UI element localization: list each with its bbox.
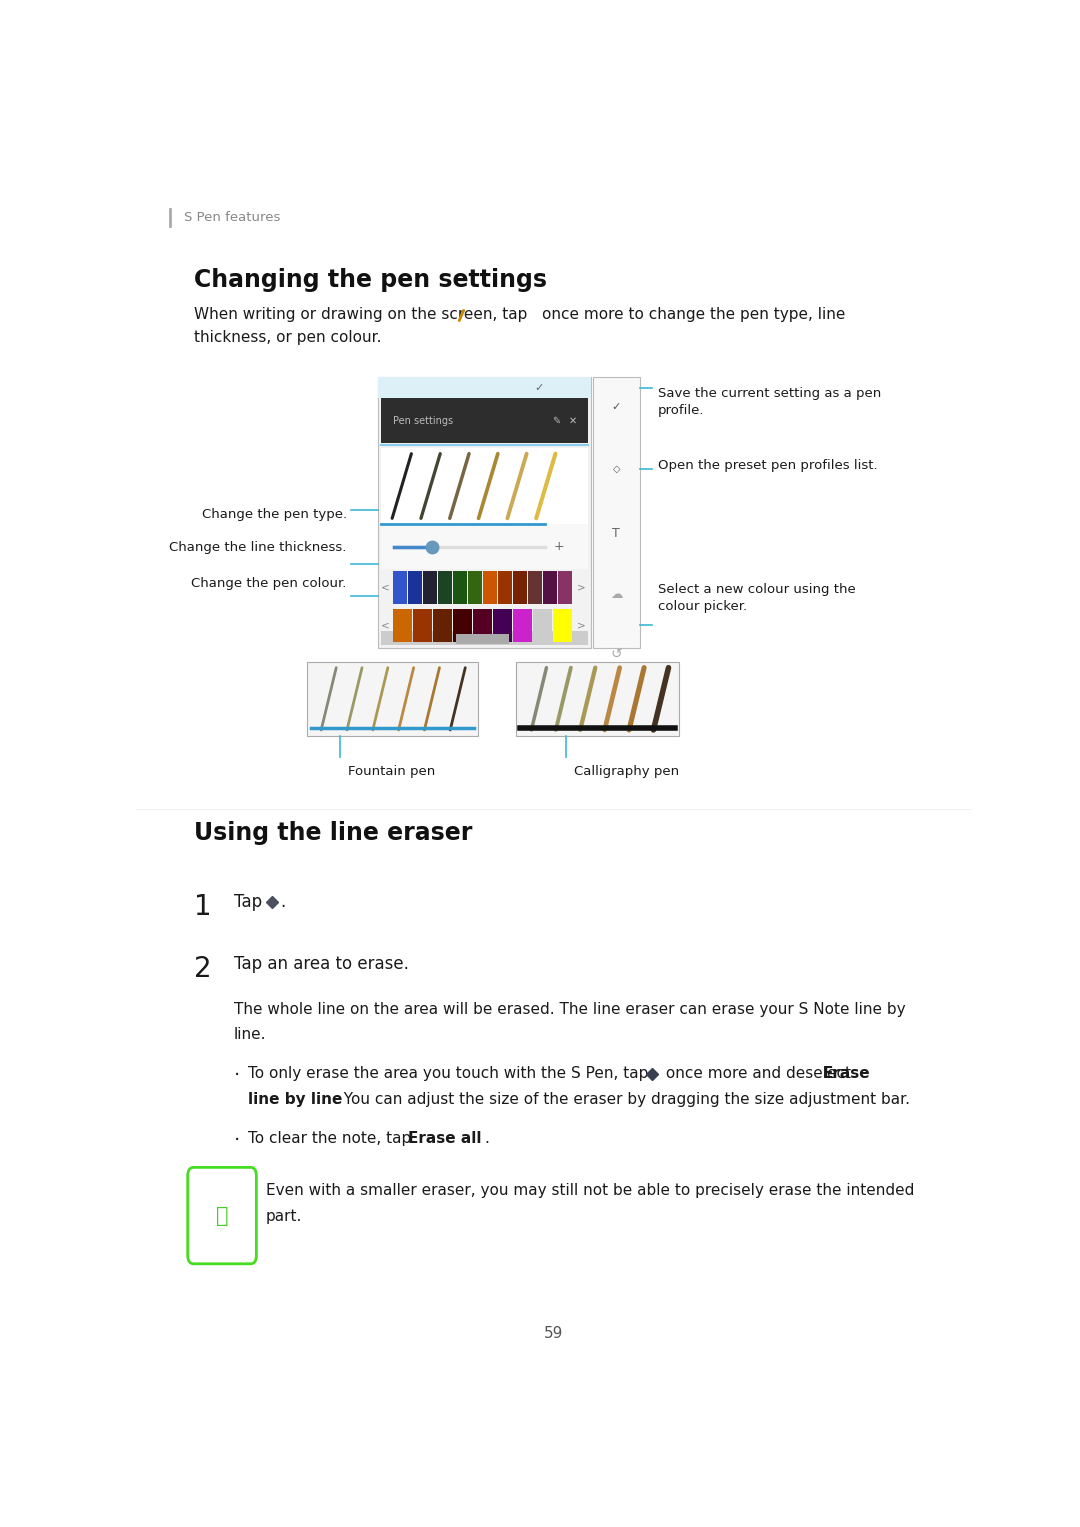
Text: Tap: Tap — [233, 893, 267, 912]
Text: line by line: line by line — [248, 1092, 342, 1107]
Bar — [453, 609, 472, 641]
Text: Fountain pen: Fountain pen — [349, 765, 435, 779]
Text: .: . — [280, 893, 285, 912]
Text: line.: line. — [233, 1028, 267, 1043]
Bar — [492, 609, 512, 641]
Text: Tap an area to erase.: Tap an area to erase. — [233, 954, 408, 973]
Bar — [422, 571, 437, 605]
Bar — [543, 571, 557, 605]
Text: Select a new colour using the
colour picker.: Select a new colour using the colour pic… — [658, 583, 855, 614]
Text: Pen settings: Pen settings — [393, 415, 453, 426]
Text: S Pen features: S Pen features — [184, 211, 280, 224]
Text: Save the current setting as a pen
profile.: Save the current setting as a pen profil… — [658, 386, 881, 417]
Bar — [381, 631, 588, 646]
Bar — [381, 399, 588, 443]
Text: Change the pen colour.: Change the pen colour. — [191, 577, 347, 589]
Text: ✕: ✕ — [569, 415, 577, 426]
Text: ◇: ◇ — [612, 464, 620, 473]
Text: ✓: ✓ — [611, 402, 621, 412]
Text: 2: 2 — [193, 954, 212, 982]
Text: ↺: ↺ — [610, 646, 622, 661]
Bar — [468, 571, 482, 605]
Bar — [513, 609, 532, 641]
Bar — [378, 377, 591, 399]
Bar — [393, 571, 407, 605]
Text: Calligraphy pen: Calligraphy pen — [575, 765, 679, 779]
Text: +: + — [554, 541, 565, 553]
Text: thickness, or pen colour.: thickness, or pen colour. — [193, 330, 381, 345]
Text: ✓: ✓ — [535, 383, 543, 392]
Text: part.: part. — [266, 1208, 302, 1223]
Text: Erase all: Erase all — [408, 1132, 482, 1145]
Text: 59: 59 — [544, 1325, 563, 1341]
Text: ·: · — [233, 1132, 240, 1150]
Text: Using the line eraser: Using the line eraser — [193, 820, 472, 844]
Bar — [532, 609, 552, 641]
Text: The whole line on the area will be erased. The line eraser can erase your S Note: The whole line on the area will be erase… — [233, 1002, 905, 1017]
Bar — [433, 609, 451, 641]
Bar — [408, 571, 422, 605]
Bar — [516, 661, 679, 736]
Text: Erase: Erase — [823, 1066, 870, 1081]
Text: When writing or drawing on the screen, tap   once more to change the pen type, l: When writing or drawing on the screen, t… — [193, 307, 845, 322]
Bar — [437, 571, 451, 605]
Text: Open the preset pen profiles list.: Open the preset pen profiles list. — [658, 460, 878, 472]
Text: >: > — [577, 583, 585, 592]
Text: once more and deselect: once more and deselect — [661, 1066, 855, 1081]
Bar — [473, 609, 491, 641]
Text: 🔔: 🔔 — [216, 1206, 228, 1226]
FancyBboxPatch shape — [188, 1167, 256, 1264]
Bar — [498, 571, 512, 605]
Text: To only erase the area you touch with the S Pen, tap: To only erase the area you touch with th… — [248, 1066, 653, 1081]
Bar — [483, 571, 497, 605]
Bar — [378, 377, 591, 647]
Text: .: . — [485, 1132, 489, 1145]
Text: Change the line thickness.: Change the line thickness. — [170, 541, 347, 554]
Bar — [528, 571, 542, 605]
Text: T: T — [612, 527, 620, 541]
Text: ·: · — [233, 1066, 240, 1086]
Bar — [553, 609, 572, 641]
Text: . You can adjust the size of the eraser by dragging the size adjustment bar.: . You can adjust the size of the eraser … — [334, 1092, 910, 1107]
Text: 1: 1 — [193, 893, 212, 921]
Text: To clear the note, tap: To clear the note, tap — [248, 1132, 416, 1145]
Bar — [393, 609, 411, 641]
Text: Change the pen type.: Change the pen type. — [202, 508, 347, 521]
Bar — [413, 609, 432, 641]
Bar — [307, 661, 478, 736]
Bar — [456, 634, 509, 644]
Text: <: < — [381, 620, 390, 631]
Text: <: < — [381, 583, 390, 592]
Bar — [453, 571, 467, 605]
Bar — [513, 571, 527, 605]
Text: ✎: ✎ — [552, 415, 561, 426]
Text: ☁: ☁ — [610, 588, 622, 602]
Text: Even with a smaller eraser, you may still not be able to precisely erase the int: Even with a smaller eraser, you may stil… — [266, 1182, 914, 1197]
Text: >: > — [577, 620, 585, 631]
Bar — [381, 524, 588, 570]
Bar — [381, 447, 588, 524]
Bar — [593, 377, 639, 647]
Text: Changing the pen settings: Changing the pen settings — [193, 267, 546, 292]
Bar — [557, 571, 572, 605]
